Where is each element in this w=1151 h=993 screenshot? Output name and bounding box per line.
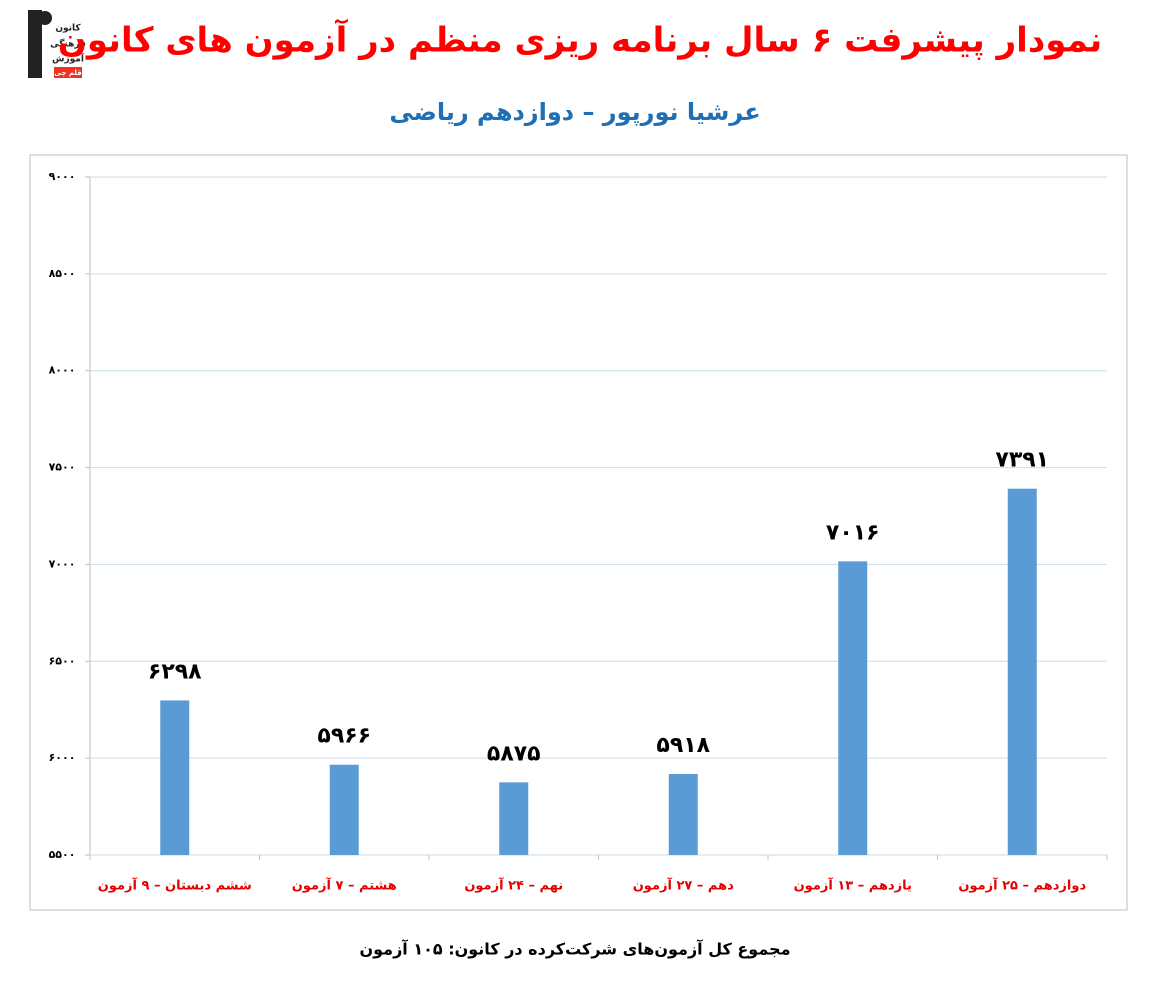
bar: [499, 782, 529, 855]
logo-text: آموزش: [52, 53, 85, 65]
bar: [668, 774, 698, 855]
footnote: مجموع کل آزمون‌های شرکت‌کرده در کانون: ۱…: [359, 939, 790, 959]
logo-badge: [54, 67, 82, 78]
value-label: ۷۳۹۱: [995, 448, 1049, 473]
logo-head: [38, 11, 52, 25]
logo-text: فرهنگی: [50, 38, 86, 50]
x-tick-label: یازدهم – ۱۳ آزمون: [794, 877, 912, 894]
y-tick-label: ۸۵۰۰: [49, 267, 76, 280]
logo-text: قلم چی: [54, 69, 82, 77]
bar: [329, 764, 359, 855]
y-tick-label: ۷۰۰۰: [49, 557, 76, 570]
y-tick-label: ۷۵۰۰: [49, 461, 76, 474]
x-tick-label: دهم – ۲۷ آزمون: [633, 877, 734, 894]
logo-figure: [28, 10, 42, 78]
y-tick-label: ۸۰۰۰: [49, 364, 76, 377]
value-label: ۶۲۹۸: [148, 659, 202, 684]
bar: [838, 561, 868, 855]
y-tick-label: ۵۵۰۰: [49, 848, 76, 861]
x-tick-label: ششم دبستان – ۹ آزمون: [98, 877, 252, 894]
logo: کانون فرهنگی آموزش قلم چی: [28, 10, 86, 78]
value-label: ۷۰۱۶: [826, 520, 880, 545]
y-tick-label: ۶۰۰۰: [49, 751, 76, 764]
bar: [1007, 488, 1037, 855]
chart-title: نمودار پیشرفت ۶ سال برنامه ریزی منظم در …: [58, 19, 1102, 61]
value-label: ۵۹۱۸: [656, 733, 710, 758]
y-tick-label: ۹۰۰۰: [49, 170, 76, 183]
x-tick-label: هشتم – ۷ آزمون: [292, 877, 397, 894]
plot-frame: [29, 154, 1128, 911]
x-tick-label: نهم – ۲۴ آزمون: [464, 877, 563, 894]
logo-text: کانون: [55, 24, 81, 34]
value-label: ۵۸۷۵: [487, 741, 541, 766]
y-tick-label: ۶۵۰۰: [49, 654, 76, 667]
chart-subtitle: عرشیا نورپور – دوازدهم ریاضی: [389, 98, 760, 126]
x-tick-label: دوازدهم – ۲۵ آزمون: [958, 877, 1086, 894]
bar: [160, 700, 190, 855]
value-label: ۵۹۶۶: [317, 724, 371, 749]
